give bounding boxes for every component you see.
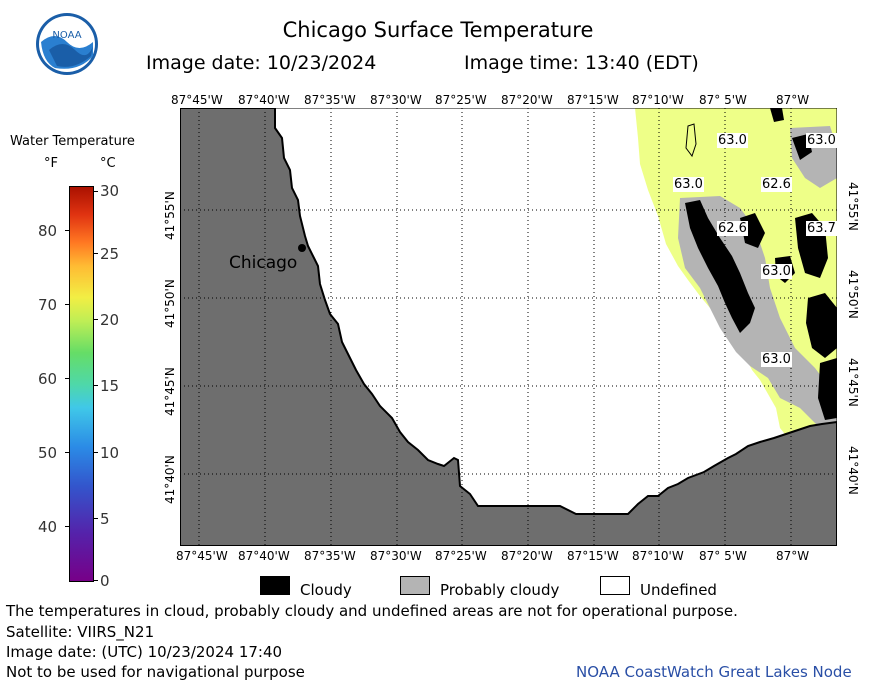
lon-label: 87°30'W bbox=[370, 93, 422, 107]
f-tick: 70 bbox=[38, 296, 58, 314]
c-tick: 25 bbox=[100, 245, 120, 263]
f-tick: 40 bbox=[38, 518, 58, 536]
lon-label: 87°10'W bbox=[632, 549, 684, 563]
c-tick: 10 bbox=[100, 444, 120, 462]
image-time: Image time: 13:40 (EDT) bbox=[464, 52, 699, 74]
f-tick: 50 bbox=[38, 444, 58, 462]
temperature-label: 63.0 bbox=[761, 264, 792, 279]
tickmark bbox=[65, 452, 69, 453]
temperature-colorbar bbox=[69, 186, 94, 582]
tickmark bbox=[94, 191, 98, 192]
tickmark bbox=[65, 304, 69, 305]
chicago-marker bbox=[298, 244, 306, 252]
lat-label-left: 41°55'N bbox=[163, 191, 177, 240]
lat-label-left: 41°50'N bbox=[163, 279, 177, 328]
undefined-label: Undefined bbox=[640, 581, 717, 599]
lat-label-right: 41°40'N bbox=[846, 446, 860, 495]
c-tick: 30 bbox=[100, 182, 120, 200]
lon-label: 87°35'W bbox=[304, 93, 356, 107]
lon-label: 87°40'W bbox=[238, 549, 290, 563]
lon-label: 87°25'W bbox=[435, 93, 487, 107]
temperature-label: 62.6 bbox=[717, 221, 748, 236]
disclaimer-text: The temperatures in cloud, probably clou… bbox=[6, 602, 738, 620]
f-tick: 80 bbox=[38, 222, 58, 240]
lon-label: 87°15'W bbox=[567, 93, 619, 107]
tickmark bbox=[94, 518, 98, 519]
inland-lake-outline bbox=[685, 123, 697, 158]
city-label: Chicago bbox=[229, 253, 298, 273]
temperature-label: 63.0 bbox=[673, 177, 704, 192]
tickmark bbox=[65, 230, 69, 231]
noaa-logo: NOAA bbox=[36, 13, 98, 75]
tickmark bbox=[65, 378, 69, 379]
c-tick: 15 bbox=[100, 377, 120, 395]
lat-label-right: 41°45'N bbox=[846, 358, 860, 407]
lon-label: 87°30'W bbox=[370, 549, 422, 563]
tickmark bbox=[94, 385, 98, 386]
lon-label: 87°15'W bbox=[567, 549, 619, 563]
lon-label: 87°25'W bbox=[435, 549, 487, 563]
c-tick: 20 bbox=[100, 311, 120, 329]
lon-label: 87°W bbox=[776, 549, 810, 563]
c-tick: 5 bbox=[100, 510, 110, 528]
tickmark bbox=[94, 452, 98, 453]
tickmark bbox=[94, 253, 98, 254]
tickmark bbox=[65, 526, 69, 527]
utc-date-text: Image date: (UTC) 10/23/2024 17:40 bbox=[6, 643, 283, 661]
unit-fahrenheit: °F bbox=[44, 156, 58, 171]
temperature-label: 62.6 bbox=[761, 177, 792, 192]
cloudy-label: Cloudy bbox=[300, 581, 352, 599]
svg-text:NOAA: NOAA bbox=[52, 30, 81, 41]
probably-cloudy-label: Probably cloudy bbox=[440, 581, 560, 599]
tickmark bbox=[94, 319, 98, 320]
temperature-label: 63.0 bbox=[717, 133, 748, 148]
lat-label-left: 41°40'N bbox=[163, 455, 177, 504]
temperature-label: 63.7 bbox=[806, 221, 837, 236]
lon-label: 87°10'W bbox=[632, 93, 684, 107]
land-area bbox=[180, 108, 837, 546]
legend-title: Water Temperature bbox=[10, 134, 135, 149]
lon-label: 87°20'W bbox=[501, 93, 553, 107]
lon-label: 87°W bbox=[776, 93, 810, 107]
sst-map bbox=[180, 108, 837, 546]
lon-label: 87° 5'W bbox=[699, 549, 747, 563]
lon-label: 87°35'W bbox=[304, 549, 356, 563]
lat-label-left: 41°45'N bbox=[163, 367, 177, 416]
coastwatch-node-link[interactable]: NOAA CoastWatch Great Lakes Node bbox=[576, 663, 852, 681]
satellite-text: Satellite: VIIRS_N21 bbox=[6, 623, 155, 641]
lon-label: 87°45'W bbox=[171, 93, 223, 107]
c-tick: 0 bbox=[100, 572, 110, 590]
lat-label-right: 41°50'N bbox=[846, 270, 860, 319]
lat-lon-grid bbox=[180, 108, 837, 546]
temperature-label: 63.0 bbox=[806, 133, 837, 148]
chart-title: Chicago Surface Temperature bbox=[282, 18, 594, 42]
unit-celsius: °C bbox=[100, 156, 116, 171]
probably-cloudy-swatch bbox=[400, 576, 430, 595]
navigation-warning: Not to be used for navigational purpose bbox=[6, 663, 305, 681]
image-date: Image date: 10/23/2024 bbox=[146, 52, 377, 74]
cloudy-swatch bbox=[260, 576, 290, 595]
temperature-label: 63.0 bbox=[761, 352, 792, 367]
lon-label: 87°45'W bbox=[176, 549, 228, 563]
undefined-swatch bbox=[600, 576, 630, 595]
f-tick: 60 bbox=[38, 370, 58, 388]
lon-label: 87°20'W bbox=[501, 549, 553, 563]
tickmark bbox=[94, 580, 98, 581]
lon-label: 87° 5'W bbox=[699, 93, 747, 107]
lat-label-right: 41°55'N bbox=[846, 182, 860, 231]
lon-label: 87°40'W bbox=[238, 93, 290, 107]
